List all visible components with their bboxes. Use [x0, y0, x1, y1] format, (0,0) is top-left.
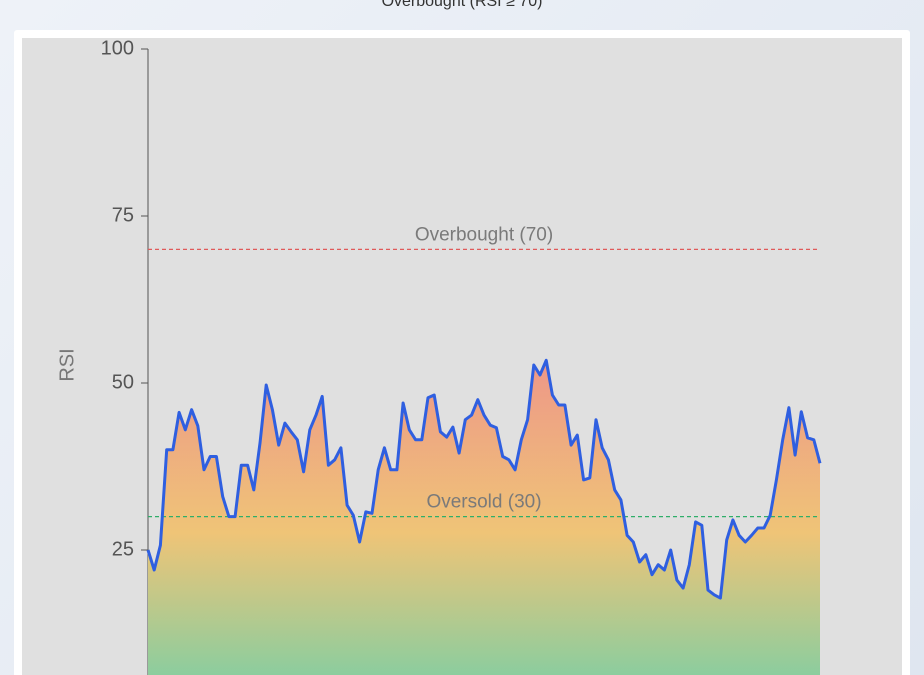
y-axis-label: RSI [56, 348, 78, 381]
y-tick-label: 75 [112, 204, 134, 226]
y-tick-label: 100 [101, 37, 134, 59]
y-tick-label: 25 [112, 538, 134, 560]
rsi-line [146, 358, 822, 600]
y-tick-label: 50 [112, 371, 134, 393]
chart-title: Overbought (RSI ≥ 70) [382, 0, 543, 10]
reference-label: Overbought (70) [415, 224, 553, 245]
area [148, 360, 820, 675]
reference-label: Oversold (30) [426, 492, 541, 513]
